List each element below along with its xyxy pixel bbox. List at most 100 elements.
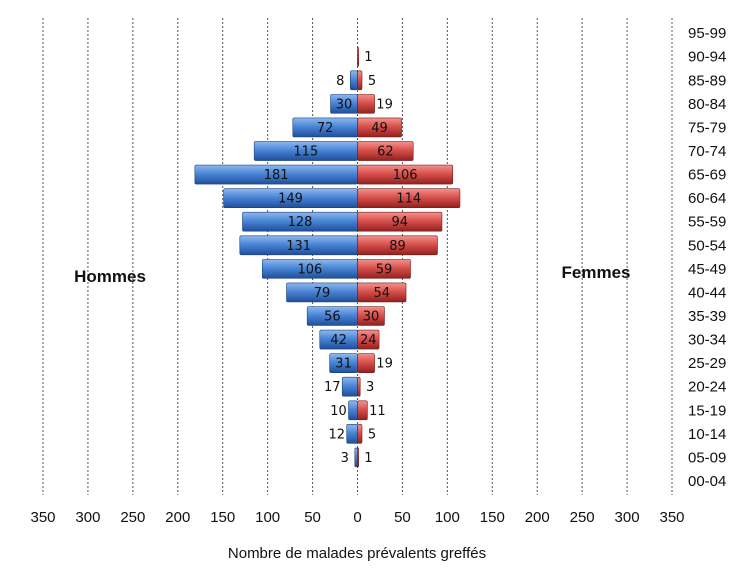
bar-femmes xyxy=(357,117,402,138)
bar-femmes xyxy=(357,400,368,421)
data-label-femmes: 5 xyxy=(368,74,376,89)
data-label-femmes: 11 xyxy=(369,404,386,419)
gridlines xyxy=(42,18,673,495)
age-group-label: 80-84 xyxy=(688,96,726,113)
data-label-femmes: 94 xyxy=(391,215,408,230)
data-label-femmes: 24 xyxy=(360,333,377,348)
x-tick-label: 200 xyxy=(165,509,190,526)
age-group-label: 70-74 xyxy=(688,143,726,160)
age-group-label: 60-64 xyxy=(688,190,726,207)
age-group-label: 00-04 xyxy=(688,473,726,490)
data-label-hommes: 42 xyxy=(330,333,347,348)
data-label-femmes: 114 xyxy=(396,192,421,207)
age-group-label: 95-99 xyxy=(688,25,726,42)
data-label-femmes: 5 xyxy=(368,427,376,442)
x-tick-label: 100 xyxy=(435,509,460,526)
data-label-hommes: 30 xyxy=(336,97,353,112)
x-tick-label: 350 xyxy=(30,509,55,526)
data-label-hommes: 8 xyxy=(336,74,344,89)
age-group-label: 35-39 xyxy=(688,308,726,325)
age-group-label: 20-24 xyxy=(688,379,726,396)
x-tick-label: 250 xyxy=(570,509,595,526)
data-label-hommes: 149 xyxy=(278,192,303,207)
x-tick-label: 350 xyxy=(659,509,684,526)
age-group-label: 05-09 xyxy=(688,449,726,466)
data-label-hommes: 56 xyxy=(324,310,341,325)
bar-femmes xyxy=(357,282,407,303)
bar-femmes xyxy=(357,46,360,67)
bar-femmes xyxy=(357,259,411,279)
series-label-femmes: Femmes xyxy=(562,263,631,282)
bar-femmes xyxy=(357,235,438,256)
x-tick-label: 250 xyxy=(120,509,145,526)
data-labels: 3121017314256791061311281491811157230815… xyxy=(264,50,421,466)
data-label-hommes: 31 xyxy=(335,357,352,372)
bar-hommes xyxy=(341,376,358,397)
data-label-hommes: 79 xyxy=(314,286,331,301)
bar-femmes xyxy=(357,211,443,232)
data-label-femmes: 3 xyxy=(366,380,374,395)
bar-femmes xyxy=(357,70,363,91)
age-group-label: 85-89 xyxy=(688,72,726,89)
bar-femmes xyxy=(357,353,375,373)
x-tick-label: 300 xyxy=(75,509,100,526)
bar-femmes xyxy=(357,141,414,161)
bar-femmes xyxy=(357,306,385,326)
age-group-label: 75-79 xyxy=(688,119,726,136)
bar-femmes xyxy=(357,376,361,397)
age-group-label: 90-94 xyxy=(688,49,726,66)
x-tick-label: 100 xyxy=(255,509,280,526)
bars xyxy=(194,46,461,468)
bar-femmes xyxy=(357,424,363,444)
data-label-femmes: 62 xyxy=(377,145,394,160)
data-label-hommes: 3 xyxy=(341,451,349,466)
x-tick-label: 150 xyxy=(480,509,505,526)
bar-femmes xyxy=(357,164,454,185)
x-axis-ticks: 350 300 250 200 150 100 50 0 50 100 150 200 250 300 35… xyxy=(30,509,684,526)
x-tick-label: 150 xyxy=(210,509,235,526)
bar-hommes xyxy=(348,400,358,421)
age-group-labels: 00-04 05-09 10-14 15-19 20-24 25-29 30-34 35-39… xyxy=(688,25,726,490)
data-label-femmes: 49 xyxy=(371,121,388,136)
age-group-label: 65-69 xyxy=(688,167,726,184)
data-label-hommes: 128 xyxy=(288,215,313,230)
data-label-hommes: 10 xyxy=(330,404,347,419)
age-group-label: 45-49 xyxy=(688,261,726,278)
x-tick-label: 50 xyxy=(304,509,321,526)
data-label-hommes: 17 xyxy=(324,380,341,395)
data-label-femmes: 30 xyxy=(363,310,380,325)
age-group-label: 25-29 xyxy=(688,355,726,372)
data-label-hommes: 131 xyxy=(286,239,311,254)
age-group-label: 50-54 xyxy=(688,237,726,254)
x-tick-label: 300 xyxy=(615,509,640,526)
data-label-hommes: 181 xyxy=(264,168,289,183)
data-label-hommes: 72 xyxy=(317,121,334,136)
x-tick-label: 0 xyxy=(353,509,361,526)
data-label-hommes: 106 xyxy=(297,262,322,277)
age-group-label: 55-59 xyxy=(688,214,726,231)
x-axis-title: Nombre de malades prévalents greffés xyxy=(228,545,486,562)
data-label-femmes: 19 xyxy=(376,97,393,112)
data-label-hommes: 12 xyxy=(328,427,345,442)
bar-femmes xyxy=(357,329,380,350)
age-group-label: 40-44 xyxy=(688,284,726,301)
data-label-femmes: 59 xyxy=(376,262,393,277)
age-group-label: 10-14 xyxy=(688,426,726,443)
series-label-hommes: Hommes xyxy=(74,267,146,286)
data-label-hommes: 115 xyxy=(293,145,318,160)
data-label-femmes: 19 xyxy=(376,357,393,372)
bar-hommes xyxy=(350,70,358,91)
data-label-femmes: 1 xyxy=(364,50,372,65)
x-tick-label: 50 xyxy=(394,509,411,526)
bar-hommes xyxy=(354,447,358,468)
bar-femmes xyxy=(357,447,360,468)
bar-femmes xyxy=(357,94,375,114)
data-label-femmes: 89 xyxy=(389,239,406,254)
x-tick-label: 200 xyxy=(525,509,550,526)
bar-hommes xyxy=(346,424,358,444)
data-label-femmes: 106 xyxy=(393,168,418,183)
age-group-label: 30-34 xyxy=(688,332,726,349)
age-group-label: 15-19 xyxy=(688,402,726,419)
bar-femmes xyxy=(357,188,461,208)
